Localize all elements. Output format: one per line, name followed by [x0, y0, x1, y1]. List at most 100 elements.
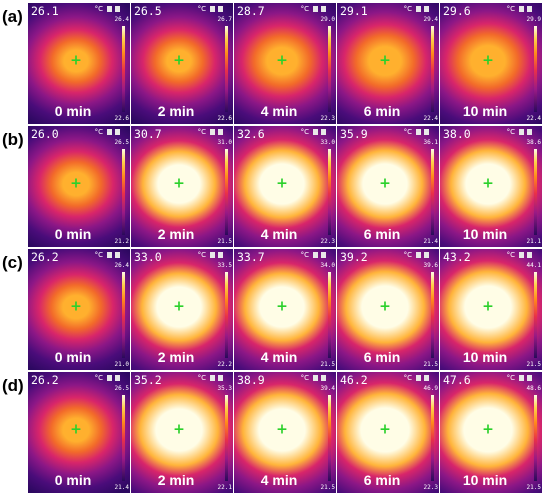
temperature-reading: 35.2: [134, 373, 162, 387]
battery-icon: [313, 129, 318, 135]
colorbar-min-label: 21.5: [217, 238, 232, 245]
colorbar: [328, 26, 331, 112]
unit-label: °C: [197, 251, 206, 259]
crosshair-icon: +: [70, 421, 82, 438]
crosshair-icon: +: [70, 52, 82, 69]
thermal-panel: 26.0 °C 26.5 21.2 +0 min: [28, 126, 130, 247]
sd-card-icon: [424, 252, 429, 258]
battery-icon: [107, 6, 112, 12]
colorbar-max-label: 33.5: [217, 262, 232, 269]
colorbar-max-label: 48.6: [526, 385, 541, 392]
heat-spot: [234, 372, 336, 493]
battery-icon: [107, 375, 112, 381]
temperature-reading: 38.0: [443, 127, 471, 141]
thermal-panel: 26.5 °C 26.7 22.6 +2 min: [131, 3, 233, 124]
colorbar-max-label: 31.0: [217, 139, 232, 146]
unit-label: °C: [403, 128, 412, 136]
colorbar: [431, 149, 434, 235]
colorbar: [534, 272, 537, 358]
unit-label: °C: [403, 374, 412, 382]
temperature-reading: 26.1: [31, 4, 59, 18]
colorbar-max-label: 38.6: [526, 139, 541, 146]
temperature-reading: 47.6: [443, 373, 471, 387]
time-label: 10 min: [462, 103, 508, 119]
colorbar: [431, 26, 434, 112]
time-label: 10 min: [462, 472, 508, 488]
crosshair-icon: +: [276, 175, 288, 192]
colorbar-min-label: 21.5: [320, 361, 335, 368]
sd-card-icon: [115, 375, 120, 381]
unit-label: °C: [300, 5, 309, 13]
time-label: 0 min: [54, 103, 92, 119]
heat-spot: [337, 126, 439, 247]
colorbar: [225, 272, 228, 358]
sd-card-icon: [424, 375, 429, 381]
time-label: 2 min: [157, 226, 195, 242]
temperature-reading: 26.0: [31, 127, 59, 141]
sd-card-icon: [218, 375, 223, 381]
heat-spot: [131, 249, 233, 370]
crosshair-icon: +: [379, 421, 391, 438]
battery-icon: [313, 6, 318, 12]
status-icons: [210, 375, 225, 381]
sd-card-icon: [527, 252, 532, 258]
unit-label: °C: [197, 374, 206, 382]
time-label: 6 min: [363, 103, 401, 119]
temperature-reading: 39.2: [340, 250, 368, 264]
unit-label: °C: [506, 374, 515, 382]
heat-spot: [337, 249, 439, 370]
colorbar-min-label: 22.4: [526, 115, 541, 122]
colorbar-max-label: 26.5: [114, 385, 129, 392]
time-label: 10 min: [462, 349, 508, 365]
sd-card-icon: [321, 375, 326, 381]
colorbar-min-label: 21.4: [423, 238, 438, 245]
colorbar-max-label: 44.1: [526, 262, 541, 269]
heat-spot: [131, 372, 233, 493]
unit-label: °C: [94, 374, 103, 382]
status-icons: [313, 252, 328, 258]
colorbar: [534, 395, 537, 481]
thermal-panel: 29.1 °C 29.4 22.4 +6 min: [337, 3, 439, 124]
unit-label: °C: [300, 128, 309, 136]
unit-label: °C: [94, 5, 103, 13]
status-icons: [519, 375, 534, 381]
row-label: (a): [2, 7, 23, 26]
crosshair-icon: +: [173, 52, 185, 69]
crosshair-icon: +: [482, 52, 494, 69]
heat-spot: [440, 126, 542, 247]
colorbar: [431, 272, 434, 358]
status-icons: [416, 129, 431, 135]
colorbar: [225, 395, 228, 481]
time-label: 10 min: [462, 226, 508, 242]
temperature-reading: 43.2: [443, 250, 471, 264]
colorbar-max-label: 46.9: [423, 385, 438, 392]
unit-label: °C: [94, 128, 103, 136]
temperature-reading: 26.2: [31, 250, 59, 264]
status-icons: [210, 252, 225, 258]
colorbar: [534, 149, 537, 235]
sd-card-icon: [527, 6, 532, 12]
battery-icon: [519, 129, 524, 135]
colorbar-max-label: 26.4: [114, 16, 129, 23]
thermal-panel: 38.9 °C 39.4 21.5 +4 min: [234, 372, 336, 493]
sd-card-icon: [218, 6, 223, 12]
heat-spot: [234, 3, 336, 124]
colorbar-min-label: 21.5: [526, 484, 541, 491]
status-icons: [519, 6, 534, 12]
colorbar: [225, 149, 228, 235]
colorbar-max-label: 29.4: [423, 16, 438, 23]
status-icons: [519, 129, 534, 135]
thermal-panel: 47.6 °C 48.6 21.5 +10 min: [440, 372, 542, 493]
crosshair-icon: +: [173, 175, 185, 192]
colorbar: [225, 26, 228, 112]
colorbar-min-label: 22.4: [423, 115, 438, 122]
colorbar-max-label: 33.0: [320, 139, 335, 146]
battery-icon: [519, 252, 524, 258]
colorbar-max-label: 35.3: [217, 385, 232, 392]
temperature-reading: 29.6: [443, 4, 471, 18]
thermal-panel: 38.0 °C 38.6 21.1 +10 min: [440, 126, 542, 247]
colorbar-min-label: 21.5: [526, 361, 541, 368]
status-icons: [107, 129, 122, 135]
colorbar-min-label: 22.6: [217, 115, 232, 122]
